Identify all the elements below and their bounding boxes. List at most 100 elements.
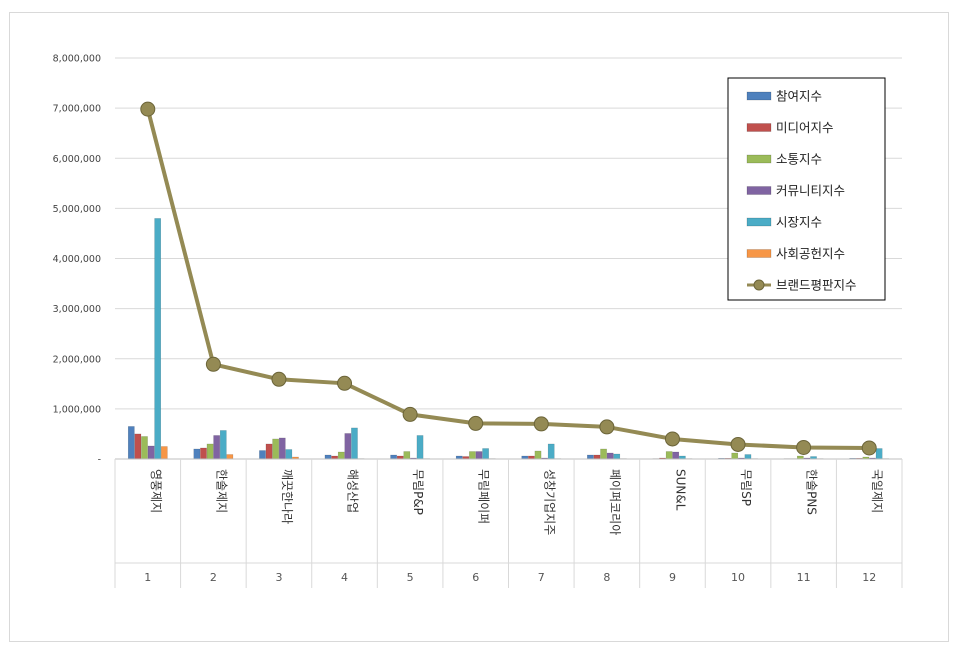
- bar-참여지수: [127, 426, 135, 460]
- bar-커뮤니티지수: [344, 433, 352, 460]
- bar-미디어지수: [134, 433, 142, 460]
- bar-사회공헌지수: [160, 446, 168, 460]
- legend-label: 시장지수: [776, 215, 822, 230]
- line-point: [599, 419, 615, 435]
- bar-소통지수: [206, 443, 214, 460]
- bar-소통지수: [141, 436, 148, 460]
- y-axis-ticks: - 1,000,000 2,000,000 3,000,000 4,000,000 5,0…: [53, 54, 101, 466]
- line-point: [861, 440, 877, 456]
- bar-미디어지수: [265, 443, 273, 460]
- legend-swatch: [746, 186, 772, 195]
- bar-소통지수: [337, 451, 345, 460]
- bar-시장지수: [875, 448, 883, 460]
- bar-커뮤니티지수: [606, 452, 614, 460]
- legend-label: 소통지수: [776, 152, 822, 167]
- x-axis: 영풍제지 1 한솔제지 2 깨끗한나라 3 해성산업 4 무림P&P 5 무림페이퍼 6 성창기업지주 7…: [114, 458, 903, 588]
- bar-커뮤니티지수: [278, 437, 286, 460]
- legend-label: 참여지수: [776, 89, 822, 104]
- bar-참여지수: [259, 450, 266, 460]
- line-point: [730, 436, 746, 452]
- bar-시장지수: [219, 430, 227, 460]
- line-point: [533, 416, 549, 432]
- bar-참여지수: [587, 454, 594, 460]
- line-point: [402, 406, 418, 422]
- bar-커뮤니티지수: [147, 445, 155, 460]
- bar-시장지수: [154, 218, 161, 460]
- legend-swatch: [746, 217, 772, 227]
- bar-소통지수: [665, 451, 673, 460]
- category-label: 한솔제지: [214, 469, 228, 513]
- y-tick-label: 2,000,000: [53, 354, 101, 365]
- bars: [127, 218, 890, 460]
- bar-소통지수: [600, 448, 607, 460]
- legend-swatch: [746, 123, 772, 132]
- line-point: [271, 371, 287, 387]
- category-number: 1: [144, 571, 151, 584]
- bar-커뮤니티지수: [475, 451, 483, 460]
- y-tick-label: 7,000,000: [53, 104, 101, 115]
- category-number: 2: [210, 571, 217, 584]
- category-label: 무림페이퍼: [477, 469, 491, 524]
- category-label: 무림SP: [739, 469, 753, 506]
- y-tick-label: 3,000,000: [53, 304, 101, 315]
- bar-참여지수: [193, 448, 201, 460]
- bar-미디어지수: [593, 454, 601, 460]
- category-number: 9: [669, 571, 676, 584]
- legend-swatch: [746, 249, 772, 258]
- category-label: 페이퍼코리아: [608, 469, 622, 535]
- bar-시장지수: [744, 454, 752, 460]
- bar-소통지수: [469, 451, 476, 460]
- y-tick-label: 5,000,000: [53, 204, 101, 215]
- bar-소통지수: [403, 451, 411, 460]
- bar-시장지수: [416, 435, 424, 460]
- bar-미디어지수: [200, 447, 207, 460]
- y-tick-label: 4,000,000: [53, 254, 101, 265]
- y-tick-label: 1,000,000: [53, 404, 101, 415]
- category-label: 국일제지: [870, 469, 884, 513]
- bar-참여지수: [390, 454, 397, 460]
- bar-시장지수: [613, 453, 621, 460]
- bar-시장지수: [351, 427, 358, 460]
- line-point: [468, 415, 484, 431]
- category-number: 6: [472, 571, 479, 584]
- bar-소통지수: [272, 438, 279, 460]
- category-number: 12: [862, 571, 876, 584]
- category-label: 한솔PNS: [805, 469, 819, 515]
- line-point: [140, 101, 156, 117]
- legend-label: 미디어지수: [776, 120, 834, 135]
- bar-사회공헌지수: [226, 454, 234, 460]
- reputation-line: [140, 101, 877, 456]
- category-number: 5: [407, 571, 414, 584]
- category-label: 영풍제지: [149, 469, 163, 513]
- category-label: 해성산업: [346, 469, 360, 513]
- legend-swatch: [746, 154, 772, 164]
- bar-시장지수: [482, 448, 489, 460]
- category-number: 10: [731, 571, 745, 584]
- category-label: 성창기업지주: [542, 469, 556, 535]
- bar-소통지수: [534, 450, 542, 460]
- line-point: [664, 431, 680, 447]
- category-number: 11: [797, 571, 811, 584]
- line-point: [337, 375, 353, 391]
- category-number: 7: [538, 571, 545, 584]
- line-point: [796, 439, 812, 455]
- bar-시장지수: [285, 449, 293, 460]
- bar-소통지수: [731, 452, 739, 460]
- legend-label: 사회공헌지수: [776, 246, 845, 261]
- line-point: [205, 356, 221, 372]
- category-label: 무림P&P: [411, 469, 425, 515]
- bar-커뮤니티지수: [672, 451, 680, 460]
- legend-label: 커뮤니티지수: [776, 183, 845, 198]
- category-number: 3: [275, 571, 282, 584]
- legend-label: 브랜드평판지수: [776, 278, 857, 293]
- y-tick-label: 6,000,000: [53, 154, 101, 165]
- legend-marker: [753, 279, 765, 291]
- category-number: 8: [603, 571, 610, 584]
- bar-시장지수: [547, 443, 555, 460]
- category-number: 4: [341, 571, 348, 584]
- y-tick-label: 8,000,000: [53, 54, 101, 65]
- category-label: SUN&L: [673, 469, 687, 511]
- y-tick-label: -: [98, 455, 101, 466]
